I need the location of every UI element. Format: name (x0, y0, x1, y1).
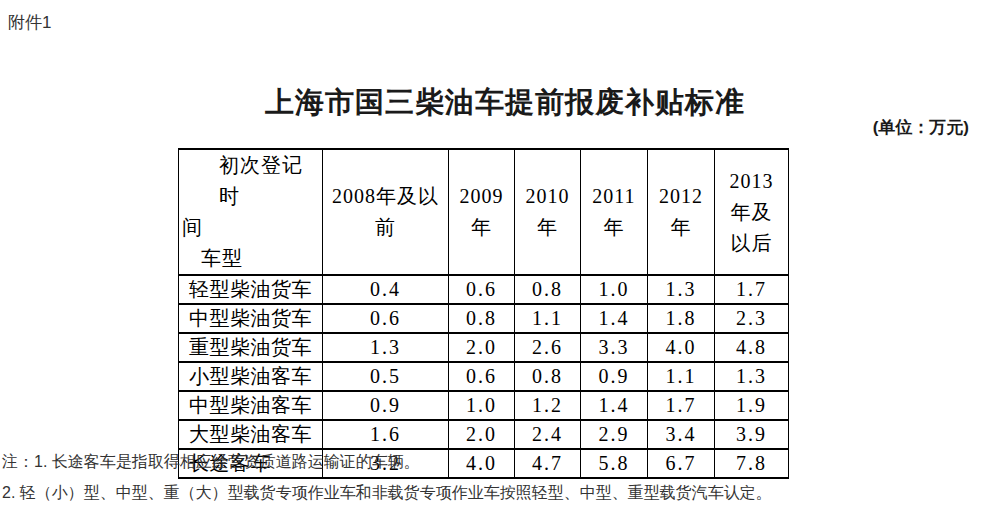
subsidy-value: 0.4 (323, 275, 449, 304)
subsidy-value: 0.8 (449, 304, 515, 333)
footnote-1: 注：1. 长途客车是指取得相应经营资质道路运输证的车辆。 (2, 452, 420, 473)
subsidy-value: 7.8 (715, 449, 789, 478)
subsidy-value: 5.8 (581, 449, 648, 478)
row-label: 大型柴油客车 (179, 420, 323, 449)
subsidy-value: 1.4 (581, 304, 648, 333)
subsidy-value: 1.1 (515, 304, 581, 333)
subsidy-value: 6.7 (648, 449, 715, 478)
col-header-text: 2013 (715, 166, 788, 197)
row-label: 重型柴油货车 (179, 333, 323, 362)
col-header-text: 2010 (515, 181, 580, 212)
col-header-2011: 2011 年 (581, 149, 648, 275)
subsidy-value: 2.6 (515, 333, 581, 362)
col-header-text: 年 (581, 212, 647, 243)
col-header-2012: 2012 年 (648, 149, 715, 275)
subsidy-value: 0.6 (323, 304, 449, 333)
col-header-text: 2012 (648, 181, 714, 212)
subsidy-value: 1.3 (648, 275, 715, 304)
col-header-text: 年 (648, 212, 714, 243)
subsidy-value: 3.3 (581, 333, 648, 362)
subsidy-value: 2.4 (515, 420, 581, 449)
col-header-text: 2011 (581, 181, 647, 212)
table-row: 小型柴油客车 0.5 0.6 0.8 0.9 1.1 1.3 (179, 362, 789, 391)
row-label: 轻型柴油货车 (179, 275, 323, 304)
subsidy-value: 1.3 (715, 362, 789, 391)
col-header-2010: 2010 年 (515, 149, 581, 275)
subsidy-value: 0.5 (323, 362, 449, 391)
table-row: 中型柴油货车 0.6 0.8 1.1 1.4 1.8 2.3 (179, 304, 789, 333)
table-header-row: 初次登记时 间 车型 2008年及以前 2009 年 2010 年 2011 (179, 149, 789, 275)
subsidy-value: 4.0 (449, 449, 515, 478)
subsidy-value: 2.0 (449, 333, 515, 362)
col-header-text: 年及 (715, 197, 788, 228)
subsidy-value: 3.9 (715, 420, 789, 449)
footnote-2: 2. 轻（小）型、中型、重（大）型载货专项作业车和非载货专项作业车按照轻型、中型… (2, 483, 772, 504)
page-title: 上海市国三柴油车提前报废补贴标准 (0, 83, 986, 123)
subsidy-value: 1.7 (715, 275, 789, 304)
col-header-text: 年 (449, 212, 514, 243)
corner-registration-line2: 间 (179, 212, 322, 243)
subsidy-value: 1.8 (648, 304, 715, 333)
corner-vehicle-type-label: 车型 (179, 243, 322, 274)
row-label: 中型柴油货车 (179, 304, 323, 333)
row-label: 中型柴油客车 (179, 391, 323, 420)
table-row: 中型柴油客车 0.9 1.0 1.2 1.4 1.7 1.9 (179, 391, 789, 420)
col-header-2013: 2013 年及 以后 (715, 149, 789, 275)
subsidy-value: 1.4 (581, 391, 648, 420)
subsidy-value: 3.4 (648, 420, 715, 449)
row-label: 小型柴油客车 (179, 362, 323, 391)
subsidy-value: 0.8 (515, 362, 581, 391)
col-header-text: 以后 (715, 228, 788, 259)
corner-registration-line1: 初次登记时 (179, 150, 322, 212)
table-row: 轻型柴油货车 0.4 0.6 0.8 1.0 1.3 1.7 (179, 275, 789, 304)
col-header-text: 年 (515, 212, 580, 243)
subsidy-value: 1.7 (648, 391, 715, 420)
subsidy-value: 0.6 (449, 362, 515, 391)
subsidy-value: 2.3 (715, 304, 789, 333)
subsidy-value: 4.7 (515, 449, 581, 478)
subsidy-table: 初次登记时 间 车型 2008年及以前 2009 年 2010 年 2011 (178, 148, 789, 479)
subsidy-value: 0.9 (323, 391, 449, 420)
corner-header-cell: 初次登记时 间 车型 (179, 149, 323, 275)
subsidy-value: 4.0 (648, 333, 715, 362)
subsidy-value: 2.9 (581, 420, 648, 449)
subsidy-value: 0.9 (581, 362, 648, 391)
subsidy-value: 1.0 (581, 275, 648, 304)
subsidy-value: 2.0 (449, 420, 515, 449)
col-header-2008: 2008年及以前 (323, 149, 449, 275)
subsidy-value: 1.0 (449, 391, 515, 420)
col-header-text: 2008年及以前 (323, 181, 448, 243)
subsidy-value: 1.6 (323, 420, 449, 449)
unit-label: (单位：万元) (873, 116, 969, 139)
col-header-2009: 2009 年 (449, 149, 515, 275)
subsidy-value: 1.1 (648, 362, 715, 391)
subsidy-value: 1.9 (715, 391, 789, 420)
subsidy-value: 4.8 (715, 333, 789, 362)
table-row: 大型柴油客车 1.6 2.0 2.4 2.9 3.4 3.9 (179, 420, 789, 449)
attachment-label: 附件1 (8, 11, 51, 34)
subsidy-value: 0.6 (449, 275, 515, 304)
table-row: 重型柴油货车 1.3 2.0 2.6 3.3 4.0 4.8 (179, 333, 789, 362)
subsidy-value: 0.8 (515, 275, 581, 304)
subsidy-value: 1.3 (323, 333, 449, 362)
subsidy-value: 1.2 (515, 391, 581, 420)
col-header-text: 2009 (449, 181, 514, 212)
